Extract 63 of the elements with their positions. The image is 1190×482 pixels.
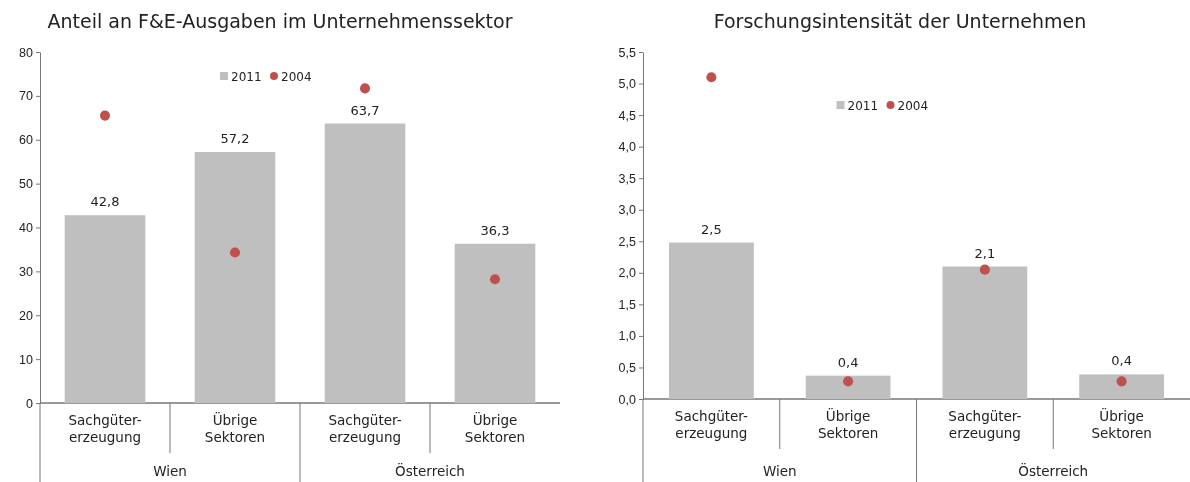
y-tick-label: 70	[19, 89, 34, 104]
point	[489, 274, 501, 285]
text: Wien	[153, 463, 187, 479]
y-tick-label: 2,0	[618, 266, 637, 281]
bar	[668, 242, 754, 399]
y-tick-label: 60	[19, 133, 34, 148]
point	[979, 264, 990, 275]
data-label: 57,2	[220, 131, 250, 147]
x-tick-label: Übrige Sektoren	[204, 411, 266, 445]
y-tick-label: 20	[19, 308, 34, 323]
data-label: 36,3	[480, 222, 510, 238]
x-tick-label: Übrige Sektoren	[817, 407, 879, 441]
data-label: 0,4	[837, 354, 859, 370]
point	[99, 110, 111, 121]
y-tick-label: 3,0	[618, 203, 637, 218]
chart-title: Anteil an F&E-Ausgaben im Unternehmenssektor	[47, 10, 513, 32]
data-label: 2,1	[974, 245, 996, 261]
y-tick-label: 1,5	[618, 297, 637, 312]
data-label: 42,8	[90, 194, 120, 210]
bar	[324, 123, 406, 403]
x-tick-label: Sachgüter-erzeugung	[948, 408, 1022, 441]
point	[706, 72, 717, 83]
legend-label: 2004	[897, 99, 929, 113]
chart-title: Forschungsintensität der Unternehmen	[713, 10, 1087, 32]
point	[229, 247, 241, 258]
y-tick-label: 10	[19, 352, 34, 367]
y-tick-label: 5,0	[618, 77, 637, 92]
point	[359, 83, 371, 94]
bar	[194, 152, 276, 403]
x-tick-label: Sachgüter-erzeugung	[68, 412, 142, 445]
y-tick-label: 4,0	[618, 140, 637, 155]
x-tick-label: Übrige Sektoren	[1091, 407, 1152, 441]
y-tick-label: 80	[19, 45, 34, 60]
x-tick-label: Übrige Sektoren	[464, 411, 526, 445]
data-label: 0,4	[1111, 353, 1132, 369]
y-tick-label: 0,5	[618, 360, 637, 375]
y-tick-label: 30	[19, 264, 34, 279]
data-label: 2,5	[701, 221, 722, 237]
y-tick-label: 5,5	[618, 45, 637, 60]
text: Österreich	[395, 462, 465, 479]
x-tick-label: Sachgüter-erzeugung	[674, 408, 749, 441]
x-tick-label: Sachgüter-erzeugung	[328, 412, 402, 445]
text: Österreich	[1018, 462, 1089, 479]
y-tick-label: 3,5	[618, 171, 637, 186]
data-label: 63,7	[350, 102, 380, 118]
point	[1116, 376, 1127, 387]
y-tick-label: 50	[19, 177, 34, 192]
y-tick-label: 4,5	[618, 108, 637, 123]
text: Wien	[762, 463, 797, 479]
y-tick-label: 0,0	[618, 392, 637, 407]
y-tick-label: 2,5	[618, 234, 637, 249]
bar	[942, 266, 1028, 399]
y-tick-label: 40	[19, 221, 34, 235]
bar	[805, 375, 891, 399]
bar	[1079, 374, 1165, 399]
legend-label: 2011	[231, 70, 262, 84]
point	[843, 376, 854, 387]
y-tick-label: 1,0	[618, 329, 637, 344]
bar	[64, 215, 146, 403]
legend-label: 2011	[847, 99, 879, 113]
y-tick-label: 0	[26, 396, 34, 411]
legend-label: 2004	[281, 70, 312, 84]
bar	[454, 243, 536, 403]
